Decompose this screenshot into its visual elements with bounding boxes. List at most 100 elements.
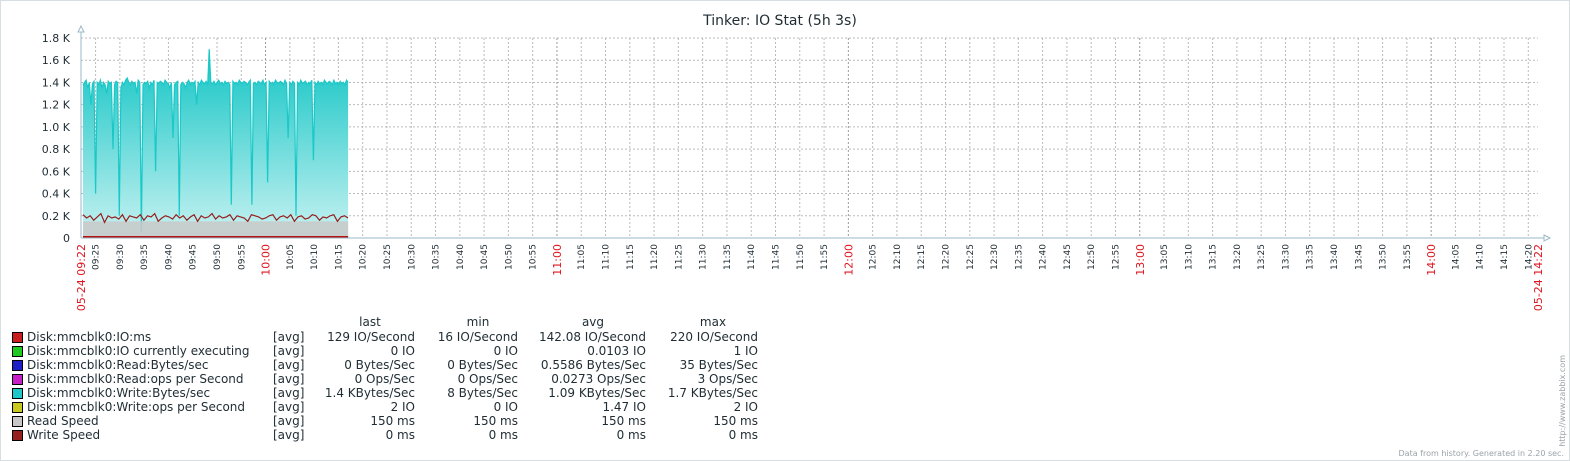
generation-note: Data from history. Generated in 2.20 sec… — [1398, 449, 1564, 458]
legend-value-min: 0 Bytes/Sec — [447, 358, 518, 372]
legend-value-avg: 1.09 KBytes/Sec — [548, 386, 646, 400]
legend-function: [avg] — [273, 344, 305, 358]
x-tick-label: 09:55 — [237, 244, 247, 270]
y-tick-label: 0.6 K — [42, 165, 71, 178]
legend-value-max: 220 IO/Second — [670, 330, 758, 344]
legend-value-min: 0 Ops/Sec — [457, 372, 518, 386]
legend-series-name: Disk:mmcblk0:IO currently executing — [27, 344, 250, 358]
legend-value-last: 0 Bytes/Sec — [344, 358, 415, 372]
y-tick-label: 1.2 K — [42, 99, 71, 112]
x-tick-label: 09:25 — [92, 244, 102, 270]
x-major-tick-label: 12:00 — [842, 244, 855, 276]
x-tick-label: 10:55 — [529, 244, 539, 270]
x-tick-label: 14:20 — [1524, 244, 1534, 270]
plot-area — [82, 49, 349, 238]
axes — [77, 24, 1552, 242]
legend-color-swatch — [12, 430, 23, 441]
x-tick-label: 13:40 — [1330, 244, 1340, 270]
x-tick-label: 12:20 — [941, 244, 951, 270]
x-major-tick-label: 11:00 — [551, 244, 564, 276]
x-tick-label: 13:15 — [1209, 244, 1219, 270]
x-tick-label: 12:25 — [966, 244, 976, 270]
legend-value-last: 0 Ops/Sec — [354, 372, 415, 386]
legend-value-avg: 142.08 IO/Second — [539, 330, 646, 344]
legend-function: [avg] — [273, 400, 305, 414]
x-axis-arrow — [1543, 234, 1552, 242]
x-tick-label: 13:35 — [1306, 244, 1316, 270]
x-tick-label: 09:30 — [116, 244, 126, 270]
x-tick-label: 13:20 — [1233, 244, 1243, 270]
legend-function: [avg] — [273, 358, 305, 372]
legend-value-last: 129 IO/Second — [327, 330, 415, 344]
legend-series-name: Disk:mmcblk0:IO:ms — [27, 330, 152, 344]
x-tick-label: 11:30 — [699, 244, 709, 270]
legend-color-swatch — [12, 388, 23, 399]
legend-value-avg: 0.0273 Ops/Sec — [551, 372, 646, 386]
y-axis-tick-labels: 0 0.2 K 0.4 K 0.6 K 0.8 K 1.0 K 1.2 K 1.4 K 1.6 … — [42, 32, 71, 245]
x-tick-label: 14:15 — [1500, 244, 1510, 270]
x-tick-label: 11:55 — [820, 244, 830, 270]
legend-value-max: 1.7 KBytes/Sec — [667, 386, 758, 400]
x-tick-label: 12:30 — [990, 244, 1000, 270]
x-tick-label: 13:10 — [1184, 244, 1194, 270]
y-tick-label: 0.2 K — [42, 210, 71, 223]
legend-value-max: 2 IO — [733, 400, 758, 414]
x-tick-label: 11:50 — [796, 244, 806, 270]
legend-header-last: last — [359, 315, 381, 329]
legend-header-min: min — [466, 315, 490, 329]
y-tick-label: 0 — [63, 232, 70, 245]
x-tick-label: 10:25 — [383, 244, 393, 270]
legend-color-swatch — [12, 374, 23, 385]
series-baseline-io-ms — [83, 236, 349, 238]
legend-function: [avg] — [273, 372, 305, 386]
legend-function: [avg] — [273, 414, 305, 428]
x-tick-label: 10:35 — [432, 244, 442, 270]
legend-value-last: 1.4 KBytes/Sec — [324, 386, 415, 400]
legend-value-min: 150 ms — [473, 414, 518, 428]
x-tick-label: 13:50 — [1379, 244, 1389, 270]
x-tick-label: 12:45 — [1063, 244, 1073, 270]
x-tick-label: 13:55 — [1403, 244, 1413, 270]
x-tick-label: 10:20 — [359, 244, 369, 270]
legend-color-swatch — [12, 360, 23, 371]
x-edge-time-label: 05-24 09:22 — [75, 244, 88, 311]
x-tick-label: 13:45 — [1354, 244, 1364, 270]
x-tick-label: 09:45 — [189, 244, 199, 270]
x-tick-label: 09:35 — [140, 244, 150, 270]
legend-series-name: Write Speed — [27, 428, 101, 442]
x-tick-label: 11:05 — [577, 244, 587, 270]
x-tick-label: 12:55 — [1111, 244, 1121, 270]
x-tick-label: 11:15 — [626, 244, 636, 270]
x-tick-label: 11:10 — [602, 244, 612, 270]
x-tick-label: 10:30 — [407, 244, 417, 270]
legend-value-avg: 0 ms — [616, 428, 646, 442]
legend-value-min: 16 IO/Second — [437, 330, 518, 344]
legend-value-last: 0 ms — [385, 428, 415, 442]
legend-value-max: 3 Ops/Sec — [697, 372, 758, 386]
legend-series-name: Disk:mmcblk0:Read:Bytes/sec — [27, 358, 209, 372]
x-tick-label: 11:35 — [723, 244, 733, 270]
legend-value-avg: 1.47 IO — [602, 400, 646, 414]
x-major-tick-label: 10:00 — [260, 244, 273, 276]
x-tick-label: 12:15 — [917, 244, 927, 270]
x-tick-label: 12:10 — [893, 244, 903, 270]
legend-series-name: Disk:mmcblk0:Write:Bytes/sec — [27, 386, 211, 400]
x-tick-label: 14:05 — [1451, 244, 1461, 270]
legend-function: [avg] — [273, 428, 305, 442]
series-line-write-bytes — [82, 49, 349, 233]
x-tick-label: 11:25 — [674, 244, 684, 270]
legend-value-max: 0 ms — [728, 428, 758, 442]
legend-value-max: 150 ms — [713, 414, 758, 428]
x-tick-label: 13:30 — [1281, 244, 1291, 270]
x-tick-label: 12:35 — [1014, 244, 1024, 270]
x-tick-label: 10:45 — [480, 244, 490, 270]
legend-value-min: 0 ms — [488, 428, 518, 442]
legend-table: last min avg max Disk:mmcblk0:IO:ms [avg]… — [12, 315, 758, 442]
x-axis-tick-labels: 09:25 09:30 09:35 09:40 09:45 09:50 09:55 10:00… — [75, 244, 1545, 311]
x-tick-label: 11:45 — [772, 244, 782, 270]
y-axis-arrow — [77, 24, 85, 33]
series-line-write-speed — [82, 212, 349, 224]
legend-value-min: 8 Bytes/Sec — [447, 386, 518, 400]
x-tick-label: 14:10 — [1476, 244, 1486, 270]
x-major-tick-label: 14:00 — [1425, 244, 1438, 276]
